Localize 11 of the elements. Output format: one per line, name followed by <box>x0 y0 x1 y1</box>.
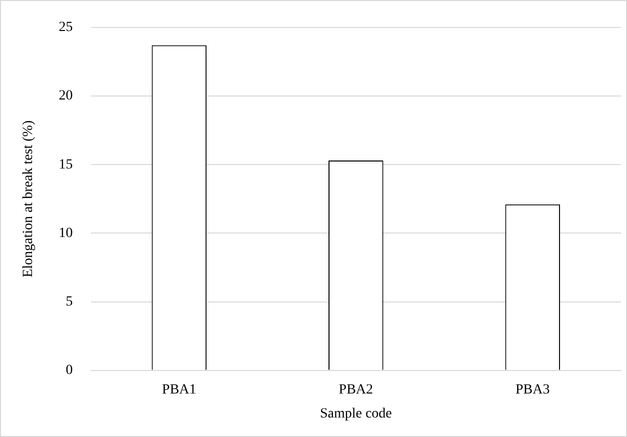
y-tick-label: 15 <box>58 157 73 172</box>
y-axis-title: Elongation at break test (%) <box>21 120 36 278</box>
x-tick-label: PBA2 <box>338 382 374 398</box>
x-tick-label: PBA1 <box>162 382 196 398</box>
y-tick-label: 25 <box>58 20 73 36</box>
x-tick-label: PBA3 <box>516 382 550 398</box>
x-axis-title: Sample code <box>320 406 392 422</box>
y-tick-label: 10 <box>58 226 73 241</box>
y-tick-label: 0 <box>66 363 73 378</box>
y-tick-label: 20 <box>58 88 73 104</box>
y-tick-label: 5 <box>66 294 73 310</box>
